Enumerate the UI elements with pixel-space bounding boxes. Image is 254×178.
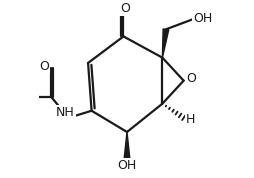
Polygon shape <box>124 132 130 159</box>
Text: O: O <box>186 72 196 85</box>
Text: OH: OH <box>194 12 213 25</box>
Text: OH: OH <box>117 159 137 172</box>
Polygon shape <box>162 29 169 58</box>
Text: O: O <box>120 2 130 15</box>
Text: NH: NH <box>56 106 74 119</box>
Text: H: H <box>186 113 195 126</box>
Text: O: O <box>39 60 49 73</box>
